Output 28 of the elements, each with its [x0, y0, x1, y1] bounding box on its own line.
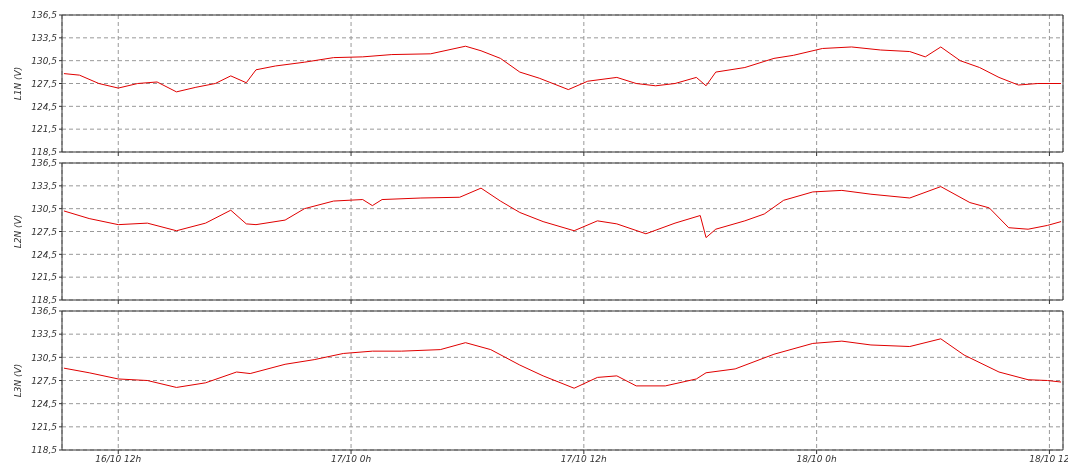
y-tick-label: 133,5	[31, 33, 58, 44]
x-tick-label: 17/10 0h	[330, 454, 372, 465]
y-tick-label: 127,5	[31, 226, 58, 237]
y-tick-label: 124,5	[31, 398, 58, 409]
y-tick-label: 118,5	[31, 295, 58, 306]
y-tick-label: 124,5	[31, 249, 58, 260]
y-tick-label: 136,5	[31, 306, 58, 317]
x-tick-label: 17/10 12h	[560, 454, 608, 465]
y-tick-label: 124,5	[31, 101, 58, 112]
x-tick-label: 16/10 12h	[95, 454, 142, 465]
y-tick-label: 130,5	[31, 352, 58, 363]
y-tick-label: 136,5	[31, 10, 58, 21]
y-tick-label: 130,5	[31, 203, 58, 214]
y-tick-label: 118,5	[31, 445, 58, 456]
y-tick-label: 133,5	[31, 181, 58, 192]
y-tick-label: 121,5	[31, 124, 58, 135]
y-tick-label: 127,5	[31, 375, 58, 386]
x-tick-label: 18/10 0h	[796, 454, 838, 465]
y-axis-title: L1N (V)	[13, 66, 23, 101]
y-tick-label: 127,5	[31, 78, 58, 89]
y-tick-label: 118,5	[31, 147, 58, 158]
y-tick-label: 121,5	[31, 422, 58, 433]
y-axis-title: L2N (V)	[13, 214, 23, 249]
y-tick-label: 133,5	[31, 329, 58, 340]
y-tick-label: 130,5	[31, 55, 58, 66]
y-axis-title: L3N (V)	[13, 363, 23, 398]
y-tick-label: 136,5	[31, 158, 58, 169]
y-tick-label: 121,5	[31, 272, 58, 283]
